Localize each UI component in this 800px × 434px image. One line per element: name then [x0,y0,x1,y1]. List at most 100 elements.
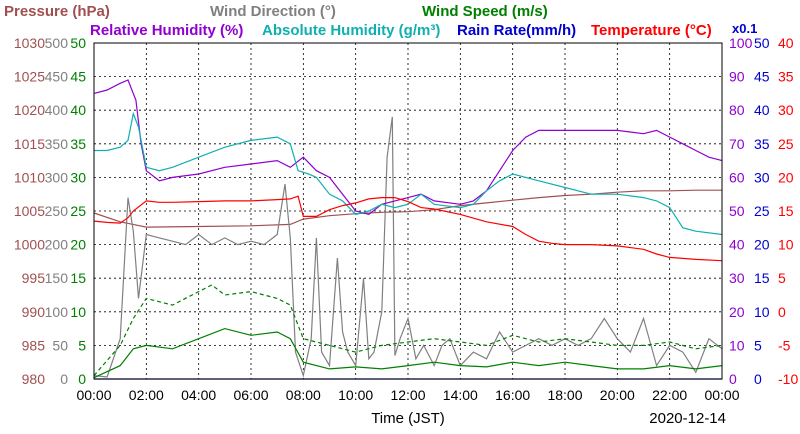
pressure-tick-label: 1025 [14,69,45,85]
humidity-tick-label: 60 [729,169,745,185]
pressure-tick-label: 995 [22,270,46,286]
wind-speed-tick-label: 40 [70,102,86,118]
pressure-tick-label: 990 [22,304,46,320]
x-tick-label: 18:00 [547,387,582,403]
wind-direction-tick-label: 100 [45,304,69,320]
humidity-tick-label: 80 [729,102,745,118]
wind-direction-tick-label: 300 [45,169,69,185]
humidity-tick-label: 20 [729,304,745,320]
wind-direction-tick-label: 250 [45,203,69,219]
rain-rate-tick-label: 5 [754,337,762,353]
temperature-tick-label: 20 [778,169,794,185]
x-tick-label: 06:00 [233,387,268,403]
temperature-tick-label: -5 [778,337,791,353]
legend-pressure: Pressure (hPa) [4,3,110,20]
pressure-tick-label: 1010 [14,169,45,185]
humidity-tick-label: 30 [729,270,745,286]
series-line-absolute-humidity-g-m [94,111,723,236]
humidity-tick-label: 90 [729,69,745,85]
legend-absolute-humidity: Absolute Humidity (g/m³) [262,22,440,39]
rain-rate-tick-label: 40 [754,102,770,118]
wind-speed-tick-label: 5 [78,337,86,353]
wind-direction-tick-label: 450 [45,69,69,85]
axis-ticks: 00:00 02:00 04:00 06:00 08:00 10:00 12:00 14:00… [14,35,799,403]
series-line-relative-humidity [93,79,723,216]
humidity-tick-label: 100 [729,35,753,51]
x-tick-label: 02:00 [129,387,164,403]
wind-direction-tick-label: 200 [45,237,69,253]
wind-direction-tick-label: 50 [52,337,68,353]
temperature-tick-label: 10 [778,237,794,253]
temperature-tick-label: 5 [778,270,786,286]
legend-relative-humidity: Relative Humidity (%) [90,22,243,39]
wind-speed-tick-label: 50 [70,35,86,51]
series-line-wind-direction [93,116,723,378]
x-tick-label: 04:00 [181,387,216,403]
wind-speed-tick-label: 30 [70,169,86,185]
wind-speed-tick-label: 35 [70,136,86,152]
temperature-tick-label: -10 [778,371,798,387]
humidity-tick-label: 40 [729,237,745,253]
x-tick-label: 00:00 [76,387,111,403]
series-line-pressure-hpa [93,189,722,228]
rain-rate-tick-label: 50 [754,35,770,51]
wind-direction-tick-label: 350 [45,136,69,152]
series-line-wind-speed-m-s-avg [93,327,723,379]
temperature-tick-label: 35 [778,69,794,85]
rain-rate-multiplier: x0.1 [732,21,757,36]
temperature-tick-label: 30 [778,102,794,118]
rain-rate-tick-label: 10 [754,304,770,320]
humidity-tick-label: 0 [729,371,737,387]
x-tick-label: 16:00 [495,387,530,403]
series-line-temperature-c [93,195,723,262]
wind-direction-tick-label: 0 [60,371,68,387]
wind-speed-tick-label: 25 [70,203,86,219]
legend-rain-rate: Rain Rate(mm/h) [457,22,576,39]
x-tick-label: 12:00 [390,387,425,403]
series-line-wind-speed-m-s-gust [93,284,723,376]
temperature-tick-label: 0 [778,304,786,320]
wind-direction-tick-label: 150 [45,270,69,286]
wind-speed-tick-label: 15 [70,270,86,286]
legend-wind-speed: Wind Speed (m/s) [422,3,548,20]
wind-speed-tick-label: 10 [70,304,86,320]
temperature-tick-label: 40 [778,35,794,51]
rain-rate-tick-label: 0 [754,371,762,387]
x-tick-label: 14:00 [443,387,478,403]
legend-temperature: Temperature (°C) [591,22,712,39]
rain-rate-tick-label: 45 [754,69,770,85]
wind-speed-tick-label: 0 [78,371,86,387]
pressure-tick-label: 985 [22,337,46,353]
rain-rate-tick-label: 35 [754,136,770,152]
pressure-tick-label: 1020 [14,102,45,118]
grid-lines [94,43,722,379]
pressure-tick-label: 1015 [14,136,45,152]
temperature-tick-label: 15 [778,203,794,219]
wind-direction-tick-label: 400 [45,102,69,118]
temperature-tick-label: 25 [778,136,794,152]
humidity-tick-label: 70 [729,136,745,152]
wind-direction-tick-label: 500 [45,35,69,51]
pressure-tick-label: 1030 [14,35,45,51]
rain-rate-tick-label: 30 [754,169,770,185]
date-label: 2020-12-14 [649,410,726,427]
legend-wind-direction: Wind Direction (°) [210,3,336,20]
pressure-tick-label: 1005 [14,203,45,219]
x-tick-label: 08:00 [286,387,321,403]
x-tick-label: 20:00 [600,387,635,403]
wind-speed-tick-label: 20 [70,237,86,253]
pressure-tick-label: 980 [22,371,46,387]
pressure-tick-label: 1000 [14,237,45,253]
wind-speed-tick-label: 45 [70,69,86,85]
rain-rate-tick-label: 25 [754,203,770,219]
rain-rate-tick-label: 15 [754,270,770,286]
plot-frame [93,42,723,380]
humidity-tick-label: 10 [729,337,745,353]
x-axis-label: Time (JST) [371,410,445,427]
rain-rate-tick-label: 20 [754,237,770,253]
x-tick-label: 22:00 [652,387,687,403]
x-tick-label: 00:00 [704,387,739,403]
x-tick-label: 10:00 [338,387,373,403]
humidity-tick-label: 50 [729,203,745,219]
